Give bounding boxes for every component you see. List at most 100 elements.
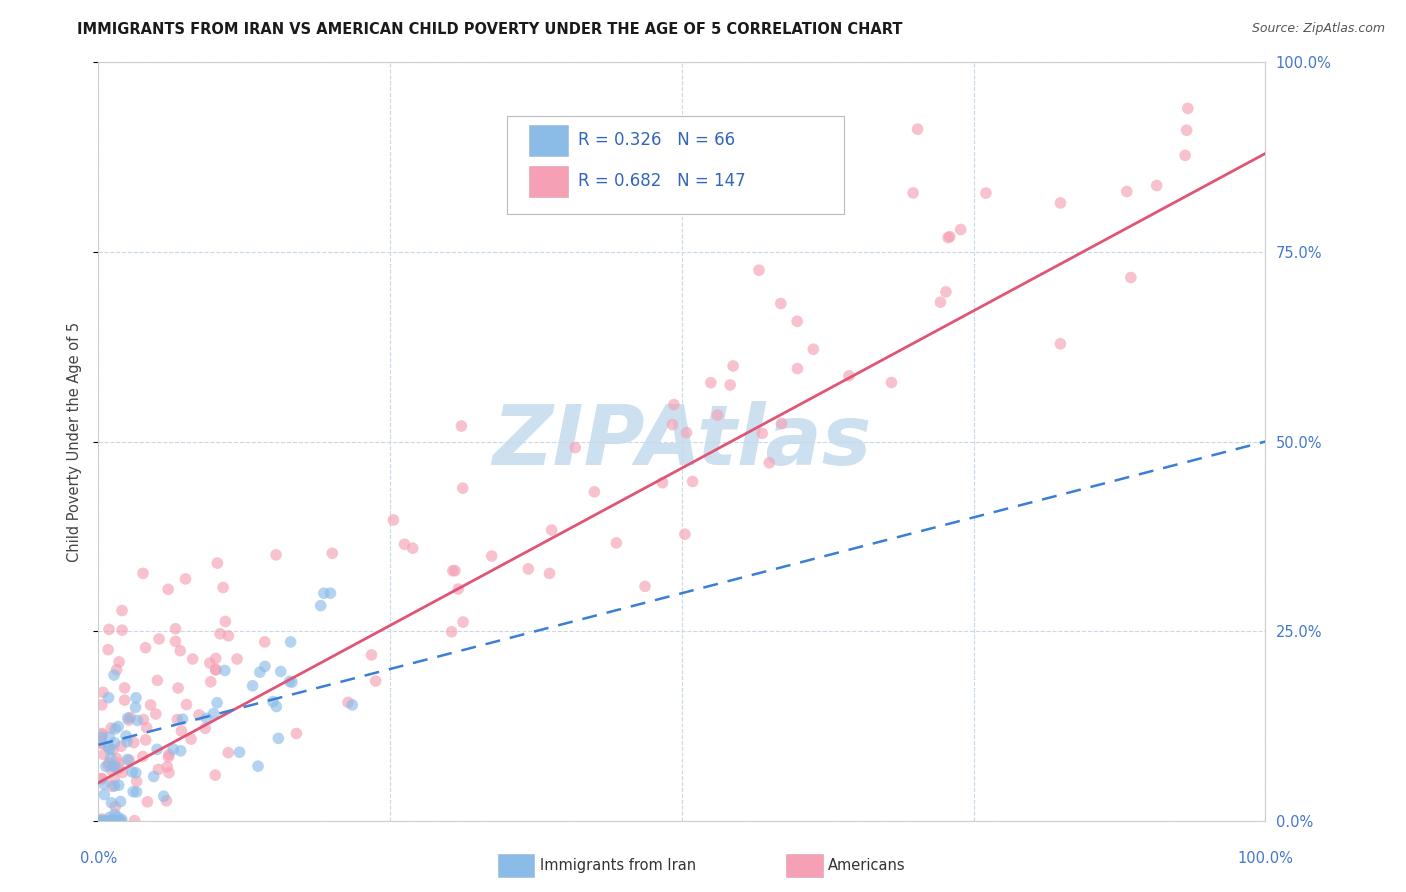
Point (786, 361, 808, 376)
Point (110, 795, 132, 809)
Point (226, 652, 249, 666)
Point (100, 721, 122, 735)
Point (97, 739, 120, 754)
Text: R = 0.326   N = 66: R = 0.326 N = 66 (578, 131, 735, 149)
Point (117, 711, 139, 725)
Text: 0.0%: 0.0% (80, 851, 117, 866)
Point (540, 523, 562, 537)
Point (769, 296, 792, 310)
Point (93, 747, 115, 762)
Point (105, 663, 128, 677)
Point (242, 679, 264, 693)
Point (103, 814, 125, 828)
Point (880, 376, 903, 390)
Point (682, 475, 704, 489)
Point (125, 785, 148, 799)
Point (170, 744, 193, 758)
Point (253, 635, 276, 649)
Point (111, 603, 134, 617)
Text: ZIPAtlas: ZIPAtlas (492, 401, 872, 482)
Point (673, 527, 696, 541)
Point (342, 698, 364, 712)
Point (98, 623, 121, 637)
Point (1049, 196, 1071, 211)
Point (157, 582, 180, 597)
Point (124, 700, 146, 714)
Point (100, 764, 122, 778)
Text: Source: ZipAtlas.com: Source: ZipAtlas.com (1251, 22, 1385, 36)
Point (929, 295, 952, 310)
Point (170, 723, 193, 738)
Point (98, 731, 121, 745)
Point (125, 690, 148, 705)
Point (103, 814, 125, 828)
Point (115, 735, 138, 749)
Point (450, 419, 472, 434)
Point (162, 742, 184, 756)
Point (97, 690, 120, 705)
Y-axis label: Child Poverty Under the Age of 5: Child Poverty Under the Age of 5 (67, 321, 83, 562)
Text: 100.0%: 100.0% (1237, 851, 1294, 866)
Point (101, 760, 124, 774)
Point (770, 417, 793, 431)
Point (132, 566, 155, 581)
Point (661, 417, 683, 432)
Point (1175, 123, 1198, 137)
Point (90, 772, 112, 786)
Point (195, 711, 218, 725)
Point (104, 779, 127, 793)
Point (165, 622, 187, 636)
Point (156, 760, 179, 774)
Point (382, 513, 405, 527)
Point (217, 629, 239, 643)
Point (103, 772, 125, 786)
Point (451, 615, 474, 629)
Point (101, 814, 124, 828)
Text: R = 0.682   N = 147: R = 0.682 N = 147 (578, 172, 745, 190)
Point (155, 794, 177, 808)
Point (1115, 185, 1137, 199)
Point (104, 722, 127, 736)
Point (114, 693, 136, 707)
Point (394, 537, 416, 551)
Point (104, 807, 127, 822)
Point (321, 546, 343, 560)
Point (107, 719, 129, 733)
Point (721, 359, 744, 373)
Point (148, 632, 170, 646)
Point (98, 756, 121, 770)
Point (107, 814, 129, 828)
Point (103, 736, 125, 750)
Point (207, 556, 229, 570)
Point (122, 735, 145, 749)
Point (110, 814, 132, 828)
Point (90, 814, 112, 828)
Point (228, 745, 250, 759)
Point (247, 759, 270, 773)
Point (110, 739, 132, 754)
Point (440, 624, 463, 639)
Point (174, 572, 197, 586)
Point (90, 726, 112, 740)
Point (93, 777, 115, 791)
Point (936, 230, 959, 244)
Point (270, 665, 292, 679)
Point (205, 663, 228, 677)
Point (675, 425, 697, 440)
Point (100, 751, 122, 765)
Point (105, 751, 128, 765)
Point (280, 635, 302, 649)
Text: Immigrants from Iran: Immigrants from Iran (540, 858, 696, 872)
Point (262, 695, 284, 709)
Point (200, 674, 222, 689)
Point (148, 763, 170, 777)
Point (125, 774, 148, 789)
Point (111, 623, 134, 637)
Point (94, 759, 117, 773)
Point (786, 314, 808, 328)
Point (309, 599, 332, 613)
Point (444, 564, 467, 578)
Point (100, 796, 122, 810)
Point (135, 640, 157, 655)
Point (935, 285, 957, 299)
